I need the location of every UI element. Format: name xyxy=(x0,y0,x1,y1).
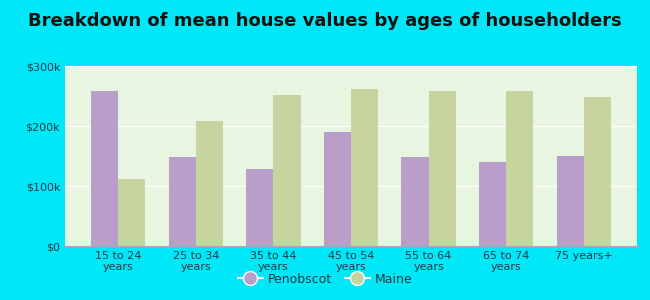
Bar xyxy=(402,157,428,246)
Bar xyxy=(584,97,611,246)
Bar xyxy=(428,91,456,246)
Bar xyxy=(246,169,274,246)
Bar xyxy=(324,132,351,246)
Text: Breakdown of mean house values by ages of householders: Breakdown of mean house values by ages o… xyxy=(28,12,622,30)
Bar xyxy=(274,95,300,246)
Bar xyxy=(556,156,584,246)
Bar xyxy=(168,157,196,246)
Bar xyxy=(118,179,146,246)
Legend: Penobscot, Maine: Penobscot, Maine xyxy=(233,268,417,291)
Bar xyxy=(479,162,506,246)
Bar xyxy=(91,91,118,246)
Bar xyxy=(196,121,223,246)
Bar xyxy=(506,91,534,246)
Bar xyxy=(351,89,378,246)
